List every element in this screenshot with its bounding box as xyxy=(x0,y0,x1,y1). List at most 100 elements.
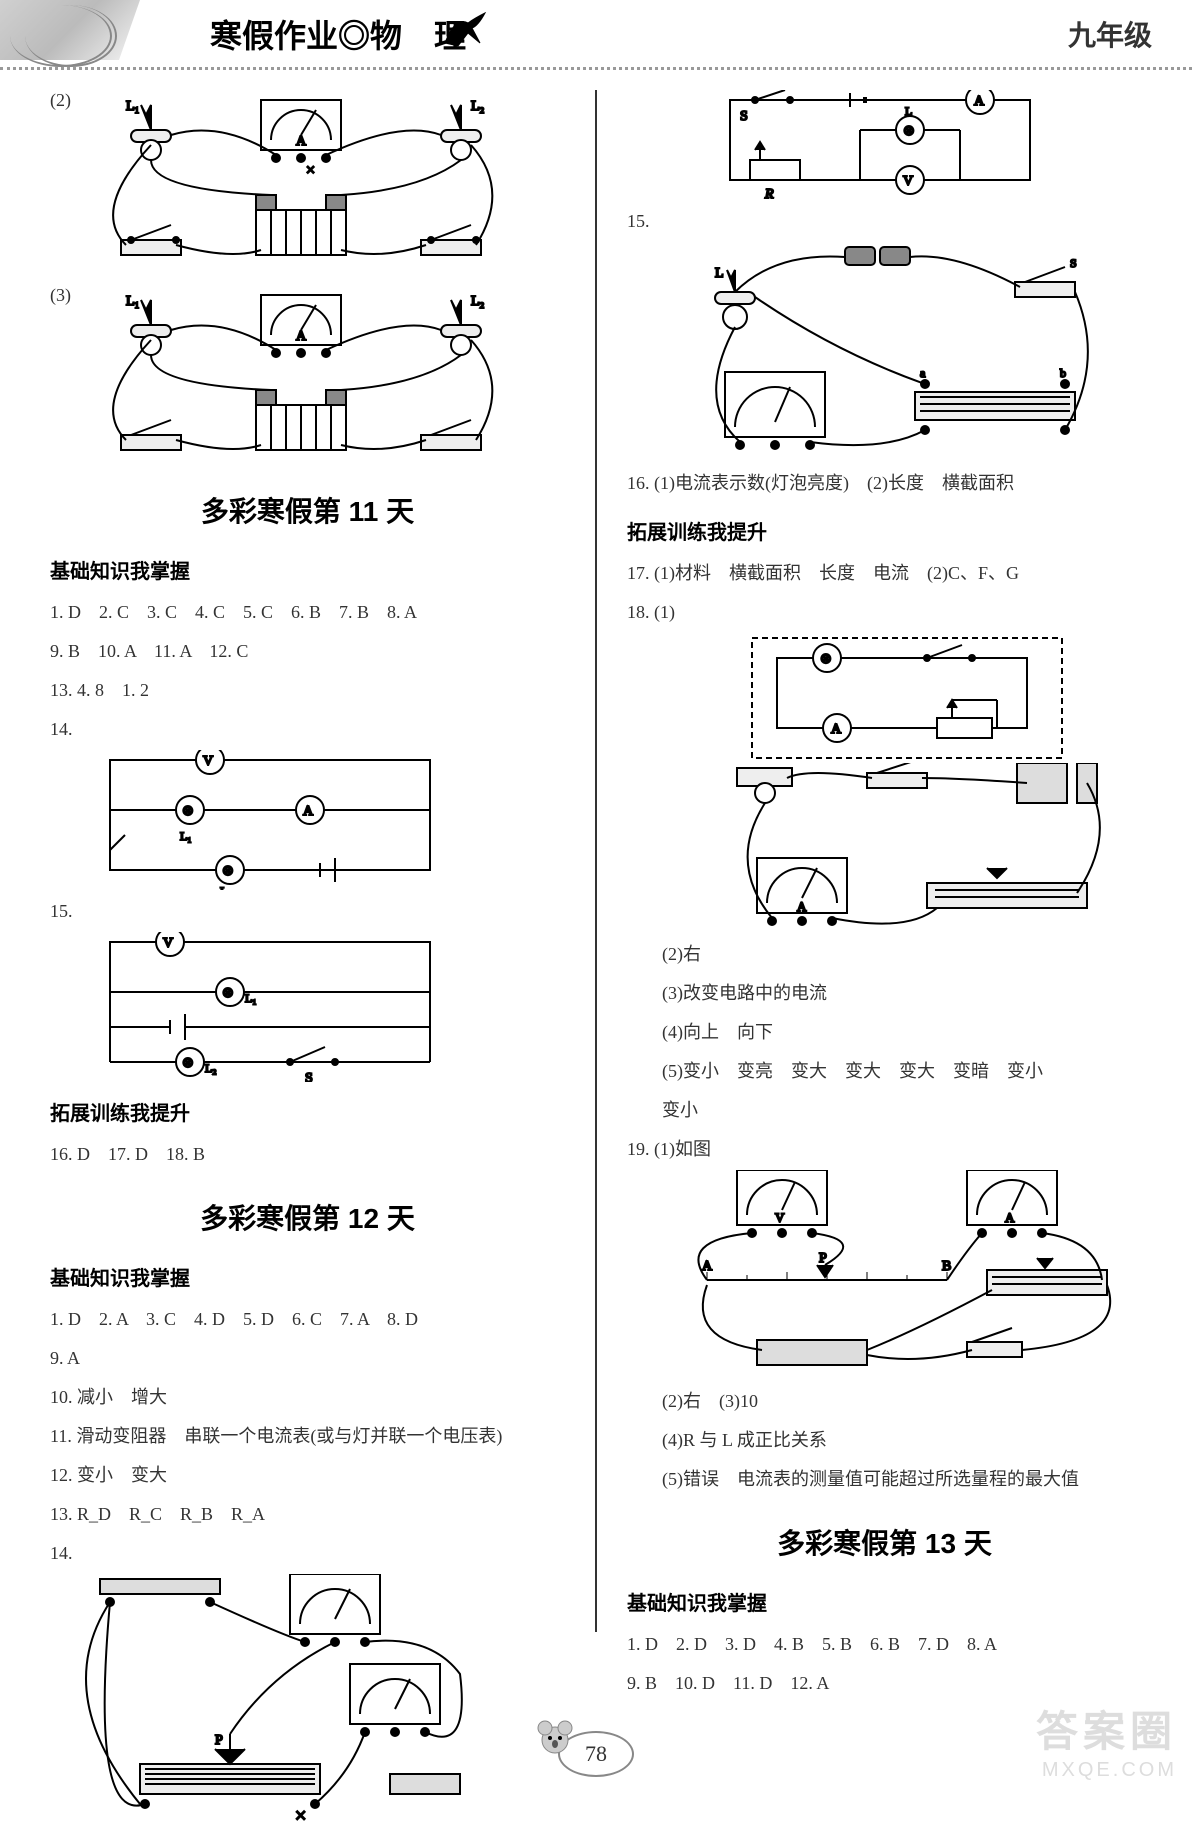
svg-text:L₂: L₂ xyxy=(205,1061,217,1075)
answer-line: 9. B 10. D 11. D 12. A xyxy=(627,1665,1142,1701)
svg-text:R: R xyxy=(764,187,774,200)
answer-line: (5)错误 电流表的测量值可能超过所选量程的最大值 xyxy=(627,1461,1142,1497)
svg-text:L₁: L₁ xyxy=(180,829,192,843)
circuit-right-15: S L a b xyxy=(655,242,1115,462)
page-number-badge: 78 xyxy=(558,1731,634,1777)
answer-line: 19. (1)如图 xyxy=(627,1131,1142,1167)
svg-text:S: S xyxy=(305,1071,313,1082)
day-11-heading: 多彩寒假第 11 天 xyxy=(50,490,565,530)
answer-line: (2)右 (3)10 xyxy=(627,1383,1142,1419)
svg-text:B: B xyxy=(942,1259,951,1274)
svg-text:A: A xyxy=(831,722,842,737)
header-curves xyxy=(10,5,140,55)
svg-text:L₂: L₂ xyxy=(220,884,232,890)
circuit-18-schematic: ⊗ A xyxy=(747,633,1067,763)
svg-text:×: × xyxy=(306,162,315,179)
svg-text:A: A xyxy=(702,1259,713,1274)
svg-text:⊗: ⊗ xyxy=(820,652,832,667)
svg-text:V: V xyxy=(775,1210,785,1225)
answer-line: (3)改变电路中的电流 xyxy=(627,975,1142,1011)
svg-text:A: A xyxy=(296,329,307,344)
day-12-section-1: 基础知识我掌握 xyxy=(50,1262,565,1291)
svg-text:L₁: L₁ xyxy=(126,99,139,114)
svg-text:S: S xyxy=(740,109,748,124)
answer-line: 16. (1)电流表示数(灯泡亮度) (2)长度 横截面积 xyxy=(627,465,1142,501)
swallow-icon xyxy=(440,8,490,48)
grade-label: 九年级 xyxy=(1068,14,1152,54)
svg-text:L₂: L₂ xyxy=(471,294,485,309)
svg-text:L: L xyxy=(905,104,912,118)
right-section-2: 拓展训练我提升 xyxy=(627,516,1142,545)
circuit-18-physical: A xyxy=(707,763,1127,933)
answer-line: 11. 滑动变阻器 串联一个电流表(或与灯并联一个电压表) xyxy=(50,1418,565,1454)
answer-line: 10. 减小 增大 xyxy=(50,1379,565,1415)
answer-14-label: 14. xyxy=(50,711,565,747)
answer-15r-label: 15. xyxy=(627,203,1142,239)
svg-text:A: A xyxy=(296,134,307,149)
figure-2: (2) L₁ L₂ A xyxy=(50,90,565,270)
svg-text:A: A xyxy=(797,899,807,914)
answer-line: 16. D 17. D 18. B xyxy=(50,1136,565,1172)
circuit-schematic-top: S A R ⊗ L V xyxy=(710,90,1060,200)
figure-2-label: (2) xyxy=(50,90,71,111)
answer-line: (4)R 与 L 成正比关系 xyxy=(627,1422,1142,1458)
left-column: (2) L₁ L₂ A xyxy=(35,90,590,1632)
svg-text:L₁: L₁ xyxy=(126,294,139,309)
koala-icon xyxy=(535,1718,575,1758)
svg-text:S: S xyxy=(1070,256,1077,270)
svg-text:⊗: ⊗ xyxy=(222,864,234,879)
answer-line: 18. (1) xyxy=(627,594,1142,630)
svg-text:a: a xyxy=(920,366,926,380)
day-13-section-1: 基础知识我掌握 xyxy=(627,1587,1142,1616)
svg-text:⊗: ⊗ xyxy=(182,1056,194,1071)
day-11-section-1: 基础知识我掌握 xyxy=(50,555,565,584)
day-11-section-2: 拓展训练我提升 xyxy=(50,1097,565,1126)
svg-text:V: V xyxy=(903,174,913,189)
answer-line: 9. A xyxy=(50,1340,565,1376)
page-number: 78 xyxy=(585,1741,607,1766)
circuit-figure-2: L₁ L₂ A xyxy=(81,90,511,270)
svg-text:L₁: L₁ xyxy=(245,991,257,1005)
answer-line: (2)右 xyxy=(627,936,1142,972)
page-header: 寒假作业◎物 理 九年级 xyxy=(0,0,1192,70)
content-columns: (2) L₁ L₂ A xyxy=(0,70,1192,1712)
svg-text:V: V xyxy=(203,754,213,769)
answer-line: 1. D 2. D 3. D 4. B 5. B 6. B 7. D 8. A xyxy=(627,1626,1142,1662)
svg-text:A: A xyxy=(974,94,985,109)
answer-line: 13. 4. 8 1. 2 xyxy=(50,672,565,708)
circuit-19: V A A P B xyxy=(667,1170,1127,1380)
answer-line: 9. B 10. A 11. A 12. C xyxy=(50,633,565,669)
right-column: S A R ⊗ L V 15. S xyxy=(602,90,1157,1632)
svg-text:V: V xyxy=(163,936,173,951)
page-footer: 78 xyxy=(0,1731,1192,1777)
answer-15-label: 15. xyxy=(50,893,565,929)
answer-line: 13. R_D R_C R_B R_A xyxy=(50,1496,565,1532)
answer-line: 1. D 2. A 3. C 4. D 5. D 6. C 7. A 8. D xyxy=(50,1301,565,1337)
circuit-figure-3: L₁ L₂ A xyxy=(81,285,511,465)
svg-text:L: L xyxy=(715,266,724,281)
column-divider xyxy=(595,90,597,1632)
svg-text:A: A xyxy=(303,804,314,819)
day-12-heading: 多彩寒假第 12 天 xyxy=(50,1197,565,1237)
circuit-15: V ⊗ L₁ ⊗ L₂ S xyxy=(90,932,450,1082)
answer-14b-label: 14. xyxy=(50,1535,565,1571)
svg-text:L₂: L₂ xyxy=(471,99,485,114)
svg-text:×: × xyxy=(295,1805,306,1824)
svg-text:⊗: ⊗ xyxy=(182,804,194,819)
answer-line: 17. (1)材料 横截面积 长度 电流 (2)C、F、G xyxy=(627,555,1142,591)
svg-text:A: A xyxy=(1005,1210,1015,1225)
svg-text:b: b xyxy=(1060,366,1066,380)
answer-line: (4)向上 向下 xyxy=(627,1014,1142,1050)
header-title: 寒假作业◎物 理 xyxy=(210,11,466,57)
watermark: 答案圈 MXQE.COM xyxy=(1036,1698,1177,1782)
answer-line: 12. 变小 变大 xyxy=(50,1457,565,1493)
day-13-heading: 多彩寒假第 13 天 xyxy=(627,1522,1142,1562)
answer-line: (5)变小 变亮 变大 变大 变大 变暗 变小 xyxy=(627,1053,1142,1089)
svg-text:⊗: ⊗ xyxy=(903,124,915,139)
watermark-cn: 答案圈 xyxy=(1036,1698,1177,1759)
svg-text:⊗: ⊗ xyxy=(222,986,234,1001)
answer-line: 1. D 2. C 3. C 4. C 5. C 6. B 7. B 8. A xyxy=(50,594,565,630)
circuit-14: V ⊗ L₁ A ⊗ L₂ xyxy=(90,750,450,890)
figure-3-label: (3) xyxy=(50,285,71,306)
circuit-figure-12-14: P × xyxy=(70,1574,500,1824)
